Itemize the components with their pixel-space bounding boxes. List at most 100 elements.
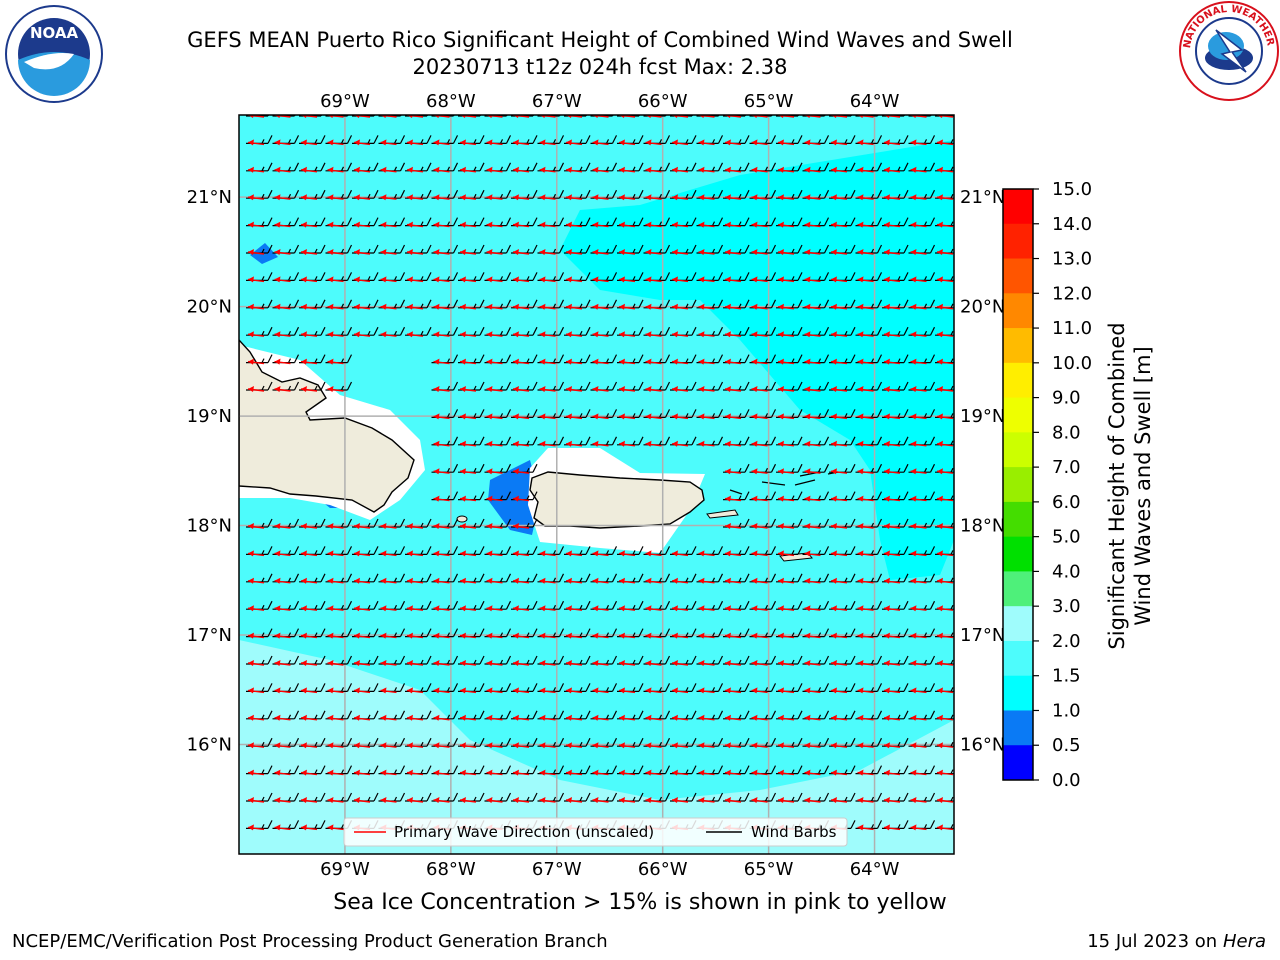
wave-arrow (247, 358, 265, 365)
wave-arrow (618, 194, 636, 201)
wave-arrow (486, 660, 503, 666)
wave-arrow (353, 714, 371, 721)
colorbar-bin (1003, 640, 1033, 677)
wave-arrow (247, 331, 265, 338)
wave-arrow (671, 276, 689, 283)
wave-arrow (353, 769, 371, 776)
wave-arrow (592, 687, 609, 694)
colorbar-ticks: 15.0 14.0 13.0 12.0 11.0 10.0 9.0 8.0 7.0 6.0 5.0 4… (1033, 179, 1092, 791)
wave-arrow (247, 632, 265, 639)
wave-arrow (618, 714, 636, 721)
wave-arrow (274, 331, 291, 338)
wave-arrow (512, 523, 530, 529)
wave-arrow (380, 523, 397, 529)
wave-arrow (353, 742, 371, 749)
wave-arrow (830, 331, 848, 338)
wave-arrow (883, 577, 901, 584)
wave-arrow (247, 386, 265, 392)
wave-arrow (406, 797, 424, 803)
wave-arrow (300, 276, 318, 283)
wave-arrow (936, 769, 954, 776)
wave-arrow (353, 660, 371, 666)
wave-arrow (830, 605, 848, 612)
wave-arrow (539, 632, 556, 639)
wave-arrow (936, 550, 954, 557)
wave-arrow (300, 742, 318, 749)
wave-arrow (804, 742, 821, 749)
wave-arrow (539, 194, 556, 201)
wave-arrow (247, 687, 265, 694)
wave-arrow (830, 632, 848, 639)
wave-arrow (380, 221, 397, 228)
wave-arrow (698, 550, 715, 557)
wave-arrow (247, 221, 265, 228)
wave-arrow (459, 742, 477, 749)
wave-arrow (300, 139, 318, 146)
wave-arrow (724, 797, 742, 803)
wave-arrow (830, 577, 848, 584)
wave-arrow (857, 166, 874, 173)
wave-arrow (247, 605, 265, 612)
wave-arrow (512, 797, 530, 803)
wave-arrow (751, 358, 768, 365)
wave-arrow (486, 797, 503, 803)
colorbar-tick-label: 0.5 (1052, 735, 1081, 756)
wave-arrow (433, 358, 450, 365)
wave-arrows (247, 115, 954, 831)
wave-arrow (380, 139, 397, 146)
wave-arrow (698, 687, 715, 694)
wave-arrow (671, 194, 689, 201)
colorbar-bin (1003, 710, 1033, 746)
wave-arrow (353, 523, 371, 529)
wave-arrow (512, 194, 530, 201)
wave-arrow (274, 660, 291, 666)
wave-arrow (486, 523, 503, 529)
land-puerto-rico (529, 471, 705, 529)
wave-arrow (406, 303, 424, 310)
wave-arrow (274, 166, 291, 173)
chart-subtitle: 20230713 t12z 024h fcst Max: 2.38 (412, 55, 788, 79)
wave-arrow (698, 440, 715, 447)
wave-arrow (751, 468, 768, 475)
wave-arrow (592, 413, 609, 420)
wave-arrow (910, 440, 927, 447)
wave-arrow (751, 166, 768, 173)
wave-arrow (539, 742, 556, 749)
wave-arrow (247, 194, 265, 201)
wave-arrow (380, 276, 397, 283)
wave-arrow (698, 331, 715, 338)
wave-arrow (777, 221, 795, 228)
wave-arrow (830, 687, 848, 694)
wave-arrow (380, 742, 397, 749)
wave-arrow (883, 413, 901, 420)
colorbar-bin (1003, 571, 1033, 607)
wave-arrow (565, 550, 583, 557)
wave-arrow (592, 276, 609, 283)
wave-arrow (300, 687, 318, 694)
wave-arrow (804, 303, 821, 310)
wave-arrow (777, 632, 795, 639)
wave-arrow (459, 632, 477, 639)
map-legend: Primary Wave Direction (unscaled) Wind B… (343, 817, 848, 847)
colorbar-bin (1003, 189, 1033, 225)
wave-arrow (724, 577, 742, 584)
wave-arrow (671, 303, 689, 310)
wave-arrow (300, 166, 318, 173)
wave-arrow (910, 714, 927, 721)
lat-ticks-left: 21°N 20°N 19°N 18°N 17°N 16°N (187, 187, 232, 755)
wave-arrow (353, 303, 371, 310)
wave-arrow (936, 249, 954, 255)
wave-arrow (936, 139, 954, 146)
wave-arrow (804, 660, 821, 666)
wave-arrow (433, 495, 450, 502)
wave-arrow (804, 358, 821, 365)
wave-arrow (433, 468, 450, 475)
colorbar-bin (1003, 258, 1033, 294)
wave-arrow (433, 276, 450, 283)
wave-arrow (406, 194, 424, 201)
wave-arrow (512, 358, 530, 365)
wave-arrow (910, 386, 927, 392)
colorbar-tick-label: 12.0 (1052, 283, 1092, 304)
wave-arrow (459, 550, 477, 557)
wave-arrow (751, 632, 768, 639)
